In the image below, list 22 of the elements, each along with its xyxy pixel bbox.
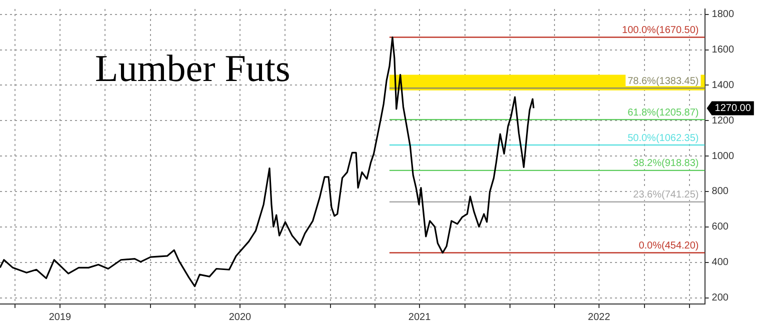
ref-line-label: 100.0%(1670.50)	[622, 25, 699, 36]
x-tick-label: 2020	[228, 312, 252, 323]
ref-line-label: 61.8%(1205.87)	[628, 107, 699, 118]
ref-line-label: 38.2%(918.83)	[633, 158, 699, 170]
y-tick-label: 1800	[712, 9, 734, 20]
x-tick-label: 2022	[588, 312, 611, 323]
ref-line-label: 0.0%(454.20)	[638, 240, 699, 252]
ref-line-label: 78.6%(1383.45)	[628, 76, 699, 87]
y-tick-label: 1000	[712, 150, 734, 162]
x-tick-label: 2021	[408, 312, 432, 323]
y-tick-label: 1200	[712, 115, 734, 126]
y-tick-label: 200	[712, 292, 729, 304]
y-tick-label: 400	[712, 257, 729, 268]
ref-line-label: 50.0%(1062.35)	[628, 132, 699, 144]
y-tick-label: 600	[712, 222, 729, 233]
x-tick-label: 2019	[48, 312, 72, 323]
y-tick-label: 1400	[712, 80, 734, 91]
y-tick-label: 1600	[712, 44, 734, 56]
y-tick-label: 800	[712, 186, 729, 198]
ref-line-label: 23.6%(741.25)	[633, 190, 699, 201]
text: Lumber Futs	[95, 48, 290, 90]
text: 1270.00	[714, 102, 752, 114]
